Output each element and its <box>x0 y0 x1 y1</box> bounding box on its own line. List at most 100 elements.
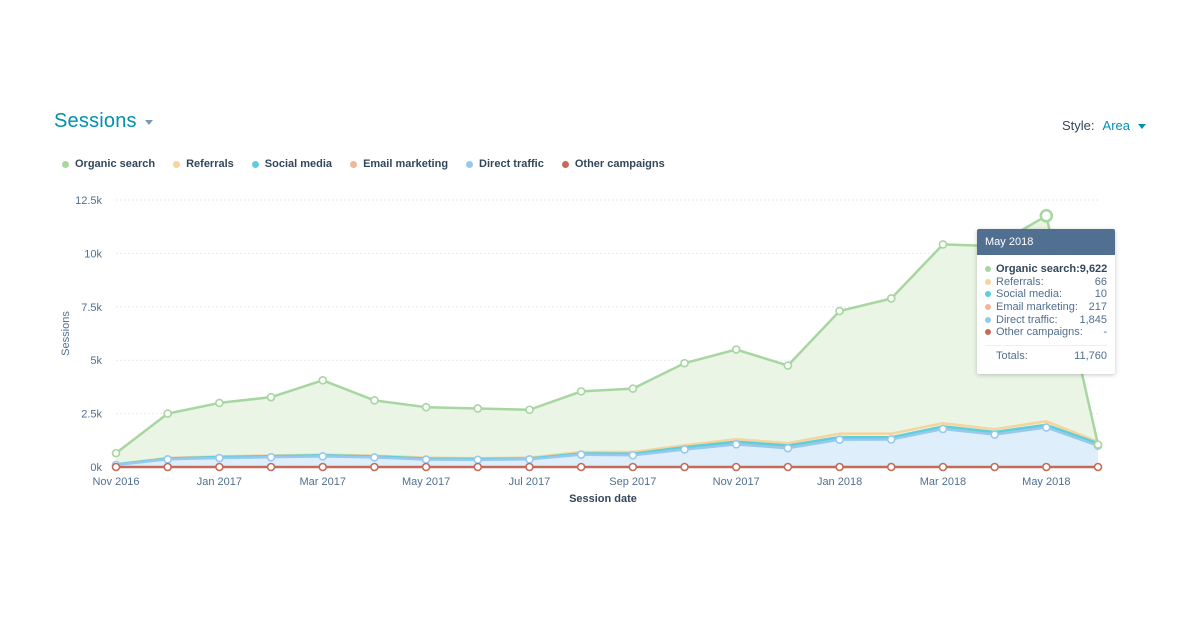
point-direct <box>215 453 224 463</box>
legend-dot-icon <box>173 160 181 168</box>
tooltip-row-value: 66 <box>1094 275 1107 288</box>
legend-item-organic[interactable]: Organic search <box>62 158 155 170</box>
report-title: Sessions <box>54 110 137 132</box>
point-direct <box>680 445 689 454</box>
point-organic <box>576 387 586 396</box>
point-organic <box>370 396 379 405</box>
point-other <box>1042 462 1051 472</box>
tooltip-dot-icon <box>985 316 991 323</box>
tooltip-dot-icon <box>985 278 991 285</box>
report-title-dropdown[interactable]: Sessions <box>54 110 153 133</box>
tooltip-row-label: Social media: <box>996 288 1063 301</box>
tooltip-total-row: Totals: 11,760 <box>985 350 1107 362</box>
point-direct <box>525 455 534 464</box>
legend-dot-icon <box>251 160 259 168</box>
point-direct <box>783 443 793 453</box>
point-organic <box>266 392 276 402</box>
legend-dot-icon <box>466 160 474 168</box>
chart-legend: Organic search Referrals Social media Email… <box>62 158 683 170</box>
x-tick-label: Sep 2017 <box>609 476 656 488</box>
line-organic <box>115 214 1100 455</box>
point-organic <box>111 448 121 458</box>
tooltip-row-label: Direct traffic: <box>996 313 1058 326</box>
point-other <box>525 462 534 472</box>
point-organic <box>473 404 483 413</box>
tooltip-row-label: Other campaigns: <box>996 326 1083 339</box>
y-tick-label: 10k <box>84 248 102 260</box>
x-tick-label: Nov 2017 <box>713 476 760 488</box>
point-organic <box>783 361 793 370</box>
x-tick-label: May 2017 <box>402 476 450 488</box>
legend-item-social[interactable]: Social media <box>251 158 332 170</box>
point-direct <box>1042 423 1051 432</box>
x-axis-title: Session date <box>569 493 637 505</box>
tooltip-row-organic: Organic search: 9,622 <box>985 263 1107 276</box>
point-other <box>938 462 948 472</box>
legend-item-other[interactable]: Other campaigns <box>561 158 665 170</box>
report-header: Sessions Style: Area <box>54 110 1146 142</box>
x-tick-label: Mar 2018 <box>920 476 966 488</box>
tooltip-row-value: 10 <box>1094 288 1107 301</box>
chart-tooltip: May 2018 Organic search: 9,622 Referrals: 6… <box>977 229 1115 374</box>
tooltip-row-value: 217 <box>1088 301 1107 314</box>
point-direct <box>370 453 379 462</box>
legend-label: Other campaigns <box>574 158 665 170</box>
legend-label: Direct traffic <box>479 158 544 170</box>
legend-dot-icon <box>561 160 569 168</box>
legend-label: Organic search <box>75 158 156 170</box>
area-organic-search <box>116 215 1098 467</box>
point-organic <box>318 375 328 385</box>
style-label: Style: <box>1062 118 1095 133</box>
point-other <box>835 462 844 472</box>
line-direct <box>115 426 1099 467</box>
legend-item-direct[interactable]: Direct traffic <box>466 158 544 170</box>
point-direct <box>990 430 999 439</box>
point-other <box>163 462 172 472</box>
point-other <box>421 462 431 472</box>
y-tick-label: 0k <box>90 462 102 474</box>
point-organic <box>731 345 741 354</box>
legend-item-email[interactable]: Email marketing <box>350 158 448 170</box>
point-organic <box>628 384 638 393</box>
point-direct <box>938 424 948 434</box>
tooltip-row-label: Organic search: <box>996 263 1080 276</box>
point-other <box>886 462 896 472</box>
legend-label: Referrals <box>186 158 234 170</box>
point-direct <box>576 450 586 459</box>
tooltip-total-label: Totals: <box>996 349 1028 362</box>
tooltip-divider <box>985 344 1107 346</box>
y-tick-label: 7.5k <box>81 302 102 314</box>
tooltip-row-value: 9,622 <box>1079 263 1108 276</box>
legend-dot-icon <box>350 160 358 168</box>
tooltip-row-label: Referrals: <box>996 275 1044 288</box>
point-other <box>731 462 741 472</box>
point-other <box>628 462 638 472</box>
tooltip-title: May 2018 <box>977 229 1115 255</box>
tooltip-body: Organic search: 9,622 Referrals: 66 Social m… <box>977 255 1115 362</box>
tooltip-row-value: - <box>1103 326 1107 339</box>
point-direct <box>318 452 328 461</box>
legend-item-referrals[interactable]: Referrals <box>173 158 234 170</box>
tooltip-row-label: Email marketing: <box>996 301 1078 314</box>
point-other <box>215 462 224 472</box>
point-organic <box>421 402 431 412</box>
point-other <box>990 462 999 472</box>
chevron-down-icon <box>144 120 153 125</box>
point-direct <box>421 455 431 464</box>
y-tick-label: 12.5k <box>75 195 102 207</box>
point-organic <box>1039 209 1054 223</box>
point-other <box>111 462 121 472</box>
point-direct <box>835 435 844 444</box>
x-tick-label: Jan 2018 <box>817 476 862 488</box>
point-direct <box>886 435 896 444</box>
point-other <box>1093 462 1103 472</box>
tooltip-row-referrals: Referrals: 66 <box>985 276 1107 289</box>
y-axis-title: Sessions <box>60 311 72 356</box>
x-tick-label: Nov 2016 <box>92 476 139 488</box>
style-selector[interactable]: Style: Area <box>1062 118 1146 133</box>
point-other <box>576 462 586 472</box>
point-other <box>783 462 793 472</box>
style-value[interactable]: Area <box>1102 118 1130 133</box>
tooltip-dot-icon <box>985 329 991 336</box>
